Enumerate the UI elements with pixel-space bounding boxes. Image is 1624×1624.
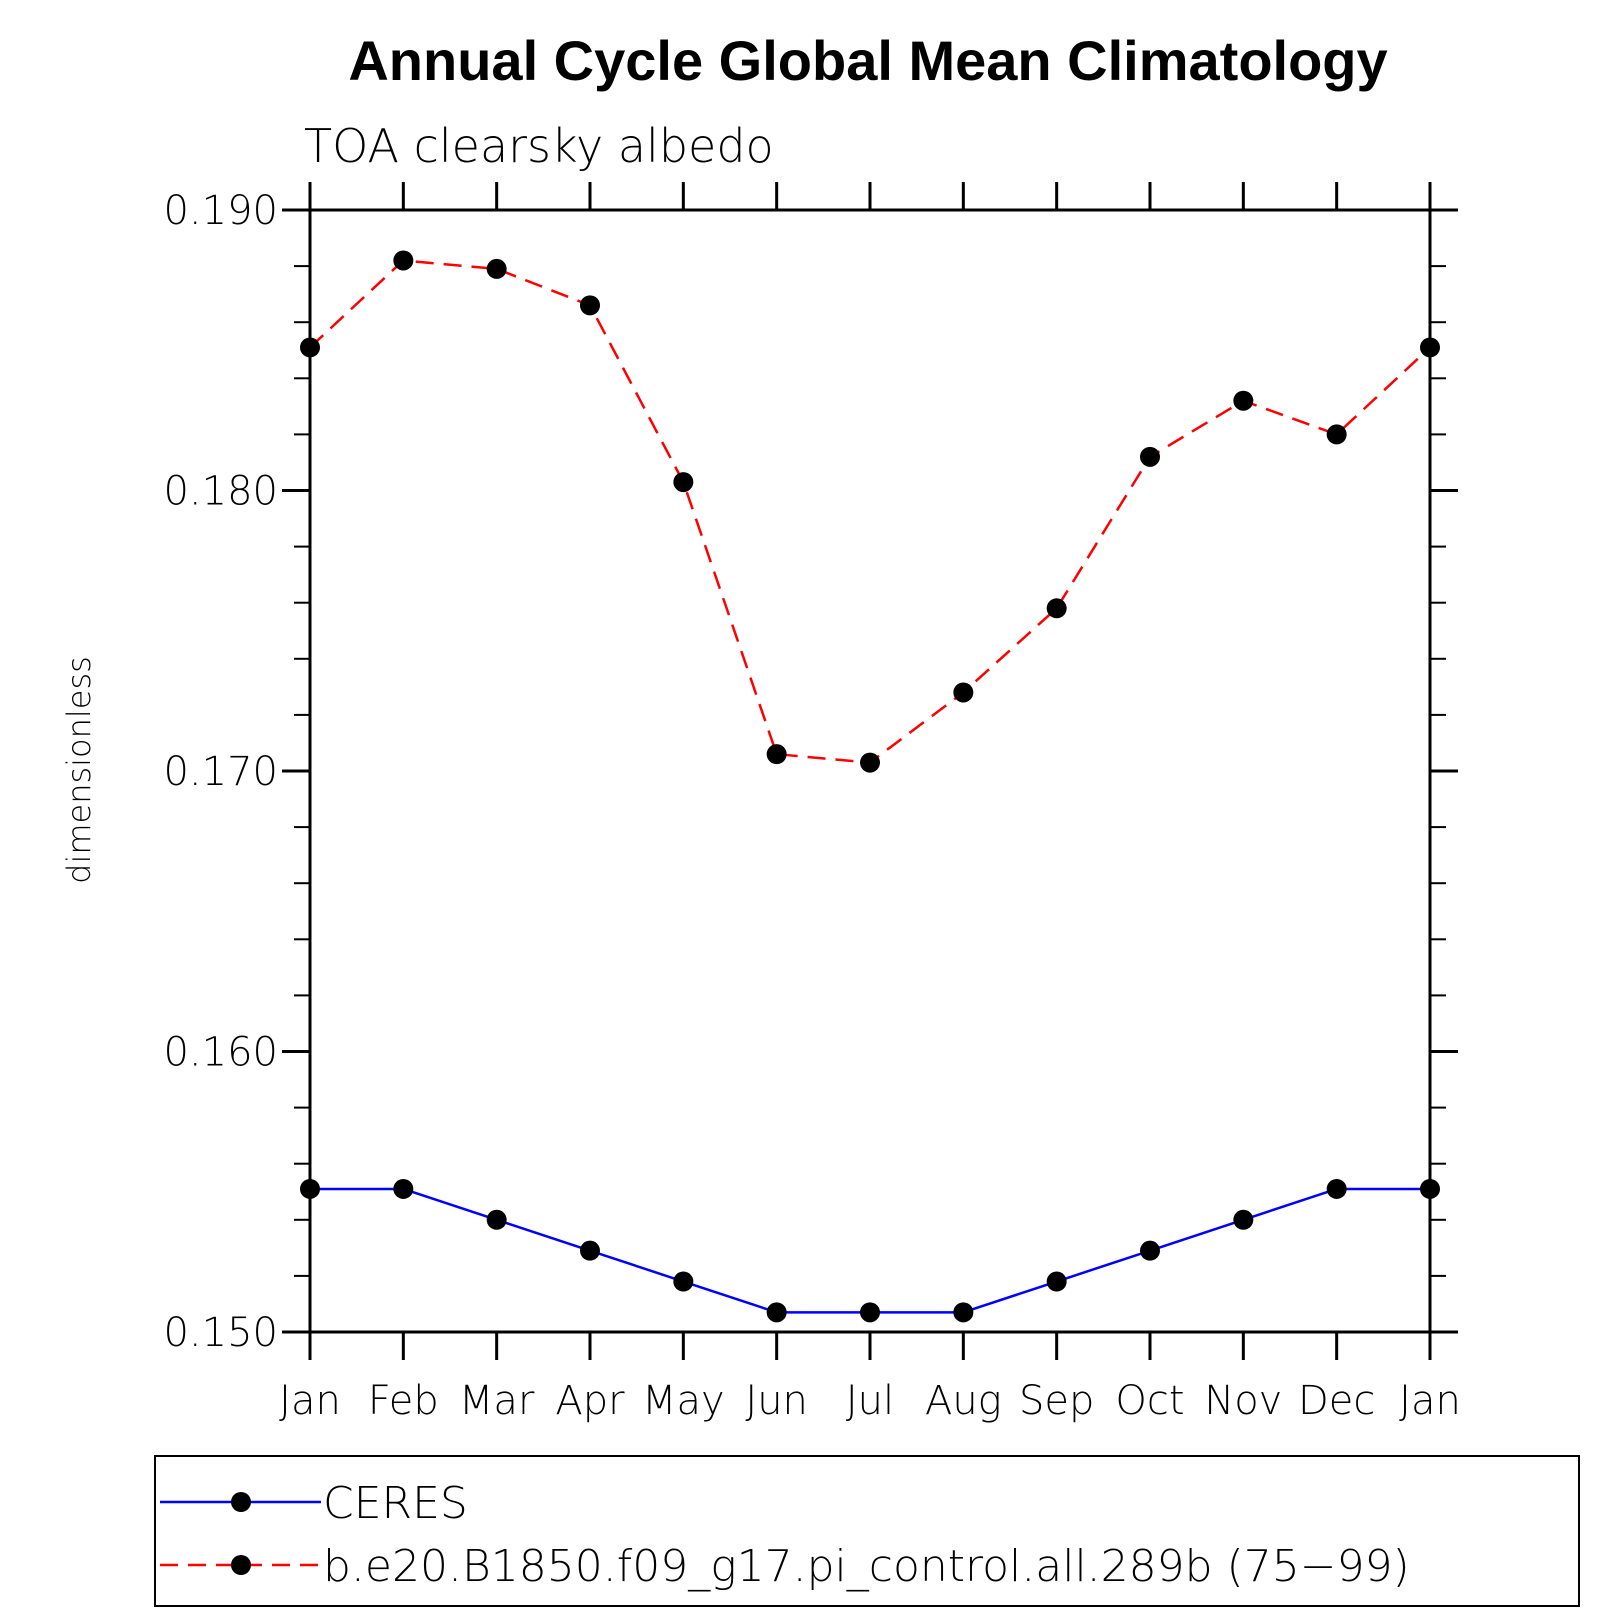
series-0-point xyxy=(1326,1178,1347,1199)
x-tick-label: Aug xyxy=(925,1378,1002,1424)
y-tick-label: 0.170 xyxy=(163,749,278,795)
x-axis-ticks: Jan Feb Mar Apr May Jun Jul Aug Sep Oct Nov Dec Jan xyxy=(279,182,1461,1424)
x-tick-label: Feb xyxy=(368,1378,439,1424)
x-tick-label: Dec xyxy=(1298,1378,1375,1424)
series-1-point xyxy=(393,250,414,271)
y-axis-label: dimensionless xyxy=(60,656,98,884)
series-1-point xyxy=(953,682,974,703)
series-0-point xyxy=(1140,1240,1160,1261)
series-0-point xyxy=(860,1302,880,1323)
series-1-point xyxy=(1420,337,1440,358)
y-axis-ticks: 0.150 0.160 0.170 0.180 0.190 xyxy=(163,188,1458,1356)
chart-subtitle: TOA clearsky albedo xyxy=(304,119,774,173)
series-1-point xyxy=(673,472,694,493)
series-1-point xyxy=(1046,598,1067,619)
series-1-point xyxy=(580,295,600,316)
y-tick-label: 0.160 xyxy=(163,1030,278,1076)
x-tick-label: Jan xyxy=(279,1378,341,1424)
series-0-point xyxy=(486,1209,507,1230)
x-tick-label: Apr xyxy=(555,1378,625,1424)
chart-title: Annual Cycle Global Mean Climatology xyxy=(348,29,1387,92)
x-tick-label: Sep xyxy=(1019,1378,1094,1424)
series-0-point xyxy=(580,1240,600,1261)
series-0-point xyxy=(1233,1209,1254,1230)
series-0-point xyxy=(300,1178,320,1199)
legend-item-ceres: CERES xyxy=(160,1478,468,1529)
plot-area: 0.150 0.160 0.170 0.180 0.190 Jan Feb Mar Apr Ma… xyxy=(163,182,1461,1424)
series-1-point xyxy=(486,258,507,279)
x-tick-label: Jan xyxy=(1399,1378,1461,1424)
series-0-point xyxy=(953,1302,974,1323)
legend-label-model: b.e20.B1850.f09_g17.pi_control.all.289b … xyxy=(323,1541,1410,1592)
series-0-point xyxy=(393,1178,414,1199)
series-1-point xyxy=(766,744,787,765)
x-tick-label: May xyxy=(642,1378,725,1424)
series-group xyxy=(300,250,1440,1323)
series-1-point xyxy=(1233,390,1254,411)
legend-label-ceres: CERES xyxy=(323,1478,468,1529)
series-0-point xyxy=(1046,1271,1067,1292)
series-0-point xyxy=(766,1302,787,1323)
series-line-1 xyxy=(309,259,1431,764)
series-1-point xyxy=(1140,446,1160,467)
x-tick-label: Jul xyxy=(846,1378,894,1424)
legend-box xyxy=(154,1455,1580,1607)
series-1-point xyxy=(300,337,320,358)
series-line-0 xyxy=(310,1187,1430,1314)
x-tick-label: Jun xyxy=(745,1378,808,1424)
series-0-point xyxy=(673,1271,694,1292)
series-1-point xyxy=(860,752,880,773)
legend-marker-ceres xyxy=(231,1492,251,1512)
y-tick-label: 0.150 xyxy=(163,1310,278,1356)
x-tick-label: Mar xyxy=(459,1378,535,1424)
y-tick-label: 0.180 xyxy=(163,469,278,515)
series-1-point xyxy=(1326,424,1347,445)
series-0-point xyxy=(1420,1178,1440,1199)
y-tick-label: 0.190 xyxy=(163,188,278,234)
legend-item-model: b.e20.B1850.f09_g17.pi_control.all.289b … xyxy=(160,1541,1410,1592)
legend-marker-model xyxy=(231,1555,251,1575)
x-tick-label: Nov xyxy=(1204,1378,1282,1424)
legend: CERES b.e20.B1850.f09_g17.pi_control.all… xyxy=(154,1455,1580,1607)
x-tick-label: Oct xyxy=(1115,1378,1184,1424)
